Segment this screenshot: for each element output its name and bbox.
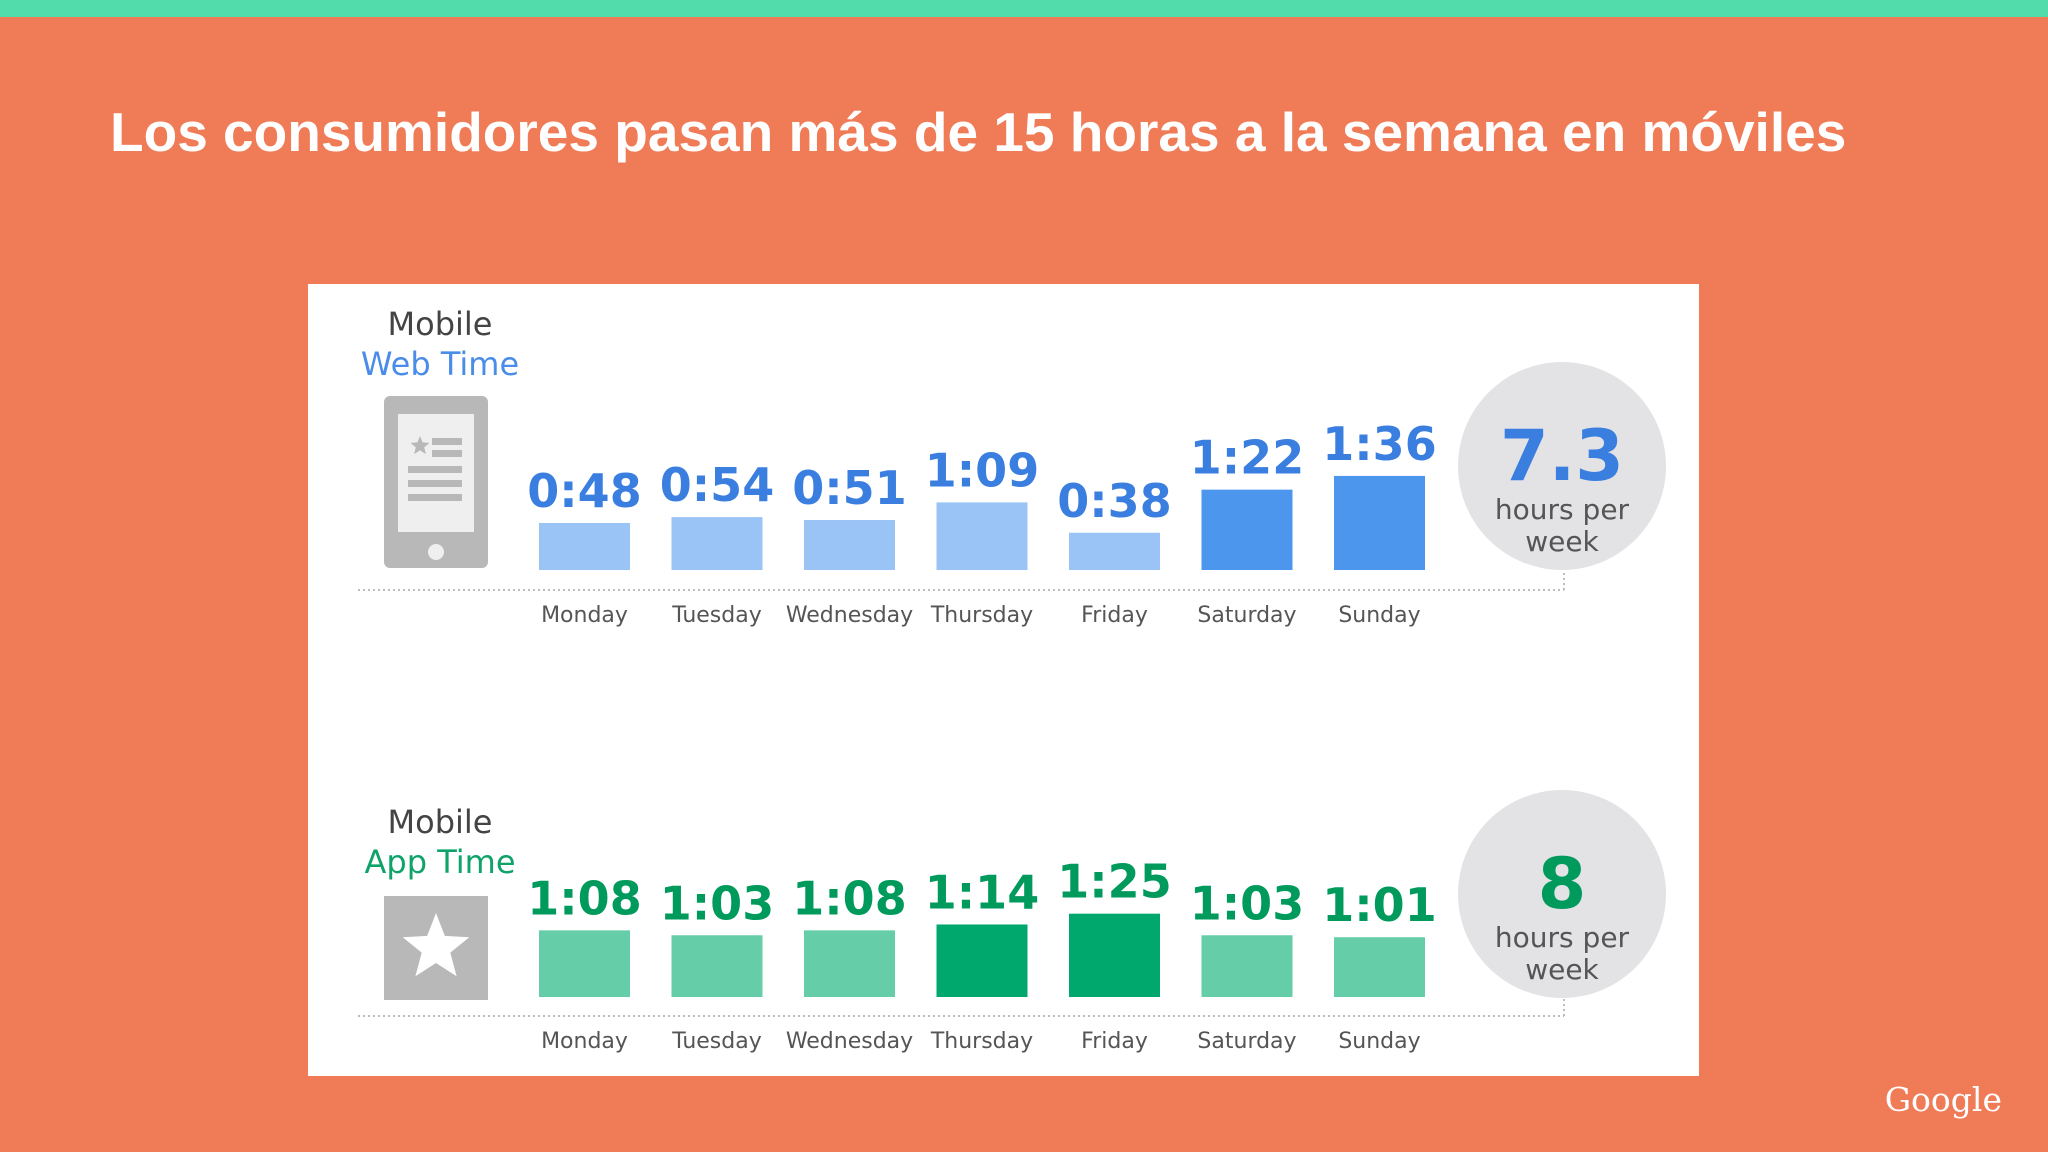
web-bar — [936, 502, 1028, 570]
app-series-title-line1: Mobile — [387, 803, 493, 841]
app-total-unit-line2: week — [1525, 953, 1599, 986]
app-total-value: 8 — [1538, 843, 1587, 925]
app-series-title: Mobile App Time — [340, 802, 540, 882]
app-value-label: 1:08 — [792, 871, 906, 925]
app-series-title-line2: App Time — [364, 843, 516, 881]
app-bar — [671, 935, 763, 997]
web-category-label: Tuesday — [671, 603, 762, 628]
web-phone-icon — [384, 396, 488, 568]
app-bar — [1201, 935, 1293, 997]
chart-canvas: 0:48 Monday 0:54 Tuesday 0:51 Wednesday 1:09 Th… — [358, 362, 1666, 1054]
web-value-label: 1:36 — [1322, 417, 1436, 471]
google-logo: Google — [1884, 1080, 2002, 1119]
app-total-unit-line1: hours per — [1495, 921, 1630, 954]
app-bar — [539, 930, 630, 997]
web-total-unit-line1: hours per — [1495, 493, 1630, 526]
web-value-label: 0:51 — [792, 461, 906, 515]
web-value-label: 1:22 — [1190, 431, 1304, 485]
app-bar — [804, 930, 895, 997]
web-category-label: Monday — [541, 603, 628, 628]
web-category-label: Friday — [1081, 603, 1148, 628]
web-category-label: Thursday — [930, 603, 1033, 628]
app-bar — [936, 924, 1028, 997]
app-category-label: Tuesday — [671, 1029, 762, 1054]
web-bar — [539, 522, 630, 570]
app-value-label: 1:14 — [925, 865, 1039, 919]
app-category-label: Thursday — [930, 1029, 1033, 1054]
web-bar — [1069, 532, 1160, 570]
app-category-label: Sunday — [1338, 1029, 1420, 1054]
app-category-label: Saturday — [1197, 1029, 1296, 1054]
web-series-title: Mobile Web Time — [340, 304, 540, 384]
app-total-circle — [1458, 790, 1666, 998]
app-bar — [1334, 937, 1425, 997]
web-bar — [1201, 489, 1293, 570]
app-category-label: Wednesday — [786, 1029, 913, 1054]
web-series-title-line2: Web Time — [360, 345, 520, 383]
app-category-label: Friday — [1081, 1029, 1148, 1054]
chart-panel: 0:48 Monday 0:54 Tuesday 0:51 Wednesday 1:09 Th… — [308, 284, 1699, 1076]
web-value-label: 0:54 — [660, 458, 774, 512]
web-value-label: 1:09 — [925, 443, 1039, 497]
top-accent-strip — [0, 0, 2048, 17]
app-bar — [1069, 913, 1160, 997]
web-bar — [1334, 475, 1425, 570]
slide-title: Los consumidores pasan más de 15 horas a… — [110, 101, 1847, 163]
web-series-title-line1: Mobile — [387, 305, 493, 343]
app-value-label: 1:03 — [1190, 876, 1304, 930]
web-total-circle — [1458, 362, 1666, 570]
web-category-label: Sunday — [1338, 603, 1420, 628]
web-bar — [671, 517, 763, 570]
web-bar — [804, 520, 895, 570]
app-value-label: 1:25 — [1057, 855, 1171, 909]
app-category-label: Monday — [541, 1029, 628, 1054]
web-value-label: 0:38 — [1057, 474, 1171, 528]
web-total-unit-line2: week — [1525, 525, 1599, 558]
web-value-label: 0:48 — [527, 464, 641, 518]
web-category-label: Saturday — [1197, 603, 1296, 628]
app-value-label: 1:01 — [1322, 878, 1436, 932]
app-value-label: 1:03 — [660, 876, 774, 930]
web-category-label: Wednesday — [786, 603, 913, 628]
app-star-icon — [384, 896, 488, 1000]
app-value-label: 1:08 — [527, 871, 641, 925]
web-total-value: 7.3 — [1500, 415, 1624, 497]
